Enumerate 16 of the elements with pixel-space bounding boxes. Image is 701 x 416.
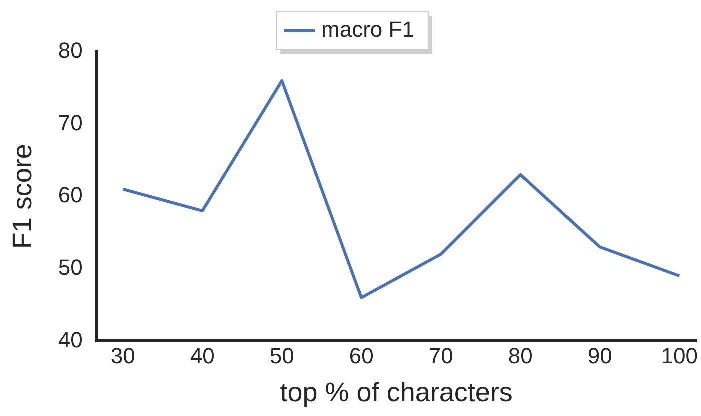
x-tick-label: 80 xyxy=(508,343,533,368)
y-tick-label: 60 xyxy=(58,182,83,208)
x-tick-label: 70 xyxy=(428,343,454,368)
y-tick-label: 40 xyxy=(58,327,83,352)
legend-label: macro F1 xyxy=(322,17,414,42)
x-axis-title: top % of characters xyxy=(280,377,513,408)
x-tick-label: 90 xyxy=(588,343,612,368)
y-axis-title: F1 score xyxy=(8,144,38,250)
y-tick-label: 50 xyxy=(58,254,83,280)
x-tick-label: 30 xyxy=(110,343,136,368)
x-tick-label: 60 xyxy=(349,343,374,368)
y-tick-label: 80 xyxy=(58,38,83,64)
x-tick-label: 100 xyxy=(661,343,698,368)
x-tick-label: 40 xyxy=(190,343,215,368)
y-tick-label: 70 xyxy=(58,110,83,136)
x-tick-label: 50 xyxy=(270,343,294,368)
